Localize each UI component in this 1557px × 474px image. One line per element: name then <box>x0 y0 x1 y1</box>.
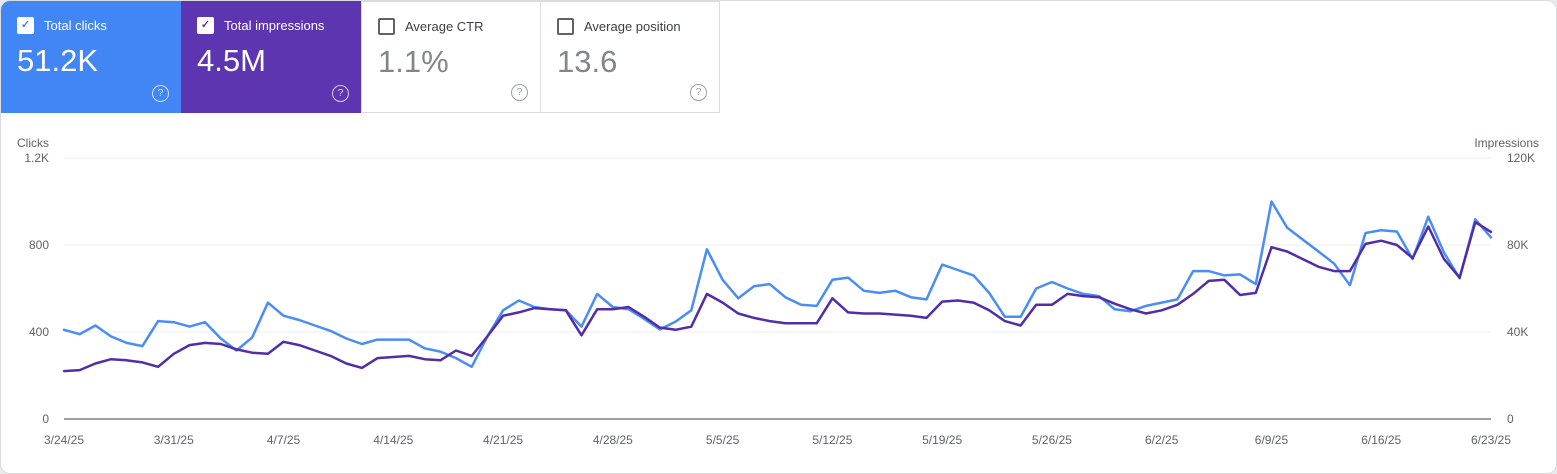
x-axis-date-label: 5/26/25 <box>1031 433 1072 447</box>
help-icon[interactable]: ? <box>152 85 169 102</box>
metric-value: 1.1% <box>378 44 449 79</box>
help-icon[interactable]: ? <box>511 84 528 101</box>
series-line-total-impressions[interactable] <box>62 220 1493 373</box>
metric-card-total-impressions[interactable]: Total impressions 4.5M ? <box>181 1 361 113</box>
x-axis-date-label: 4/21/25 <box>483 433 524 447</box>
right-axis-title: Impressions <box>1474 136 1539 150</box>
metric-card-average-position[interactable]: Average position 13.6 ? <box>540 1 720 113</box>
checkbox-total-clicks[interactable] <box>17 17 34 34</box>
checkbox-average-ctr[interactable] <box>378 18 395 35</box>
metric-value: 51.2K <box>17 43 99 78</box>
checkbox-average-position[interactable] <box>557 18 574 35</box>
help-icon[interactable]: ? <box>690 84 707 101</box>
x-axis-date-label: 4/7/25 <box>266 433 301 447</box>
y-axis-tick-right: 0 <box>1507 412 1514 426</box>
metric-label: Average position <box>584 19 681 34</box>
x-axis-date-label: 5/5/25 <box>705 433 740 447</box>
x-axis-date-label: 4/14/25 <box>373 433 414 447</box>
x-axis-date-label: 5/19/25 <box>922 433 963 447</box>
y-axis-tick-right: 40K <box>1507 325 1529 339</box>
metric-value: 4.5M <box>197 43 266 78</box>
x-axis-date-label: 6/2/25 <box>1145 433 1179 447</box>
left-axis-title: Clicks <box>17 136 49 150</box>
x-axis-date-label: 6/9/25 <box>1254 433 1289 447</box>
checkbox-total-impressions[interactable] <box>197 17 214 34</box>
x-axis-date-label: 3/24/25 <box>43 433 85 447</box>
x-axis-date-label: 6/16/25 <box>1361 433 1402 447</box>
series-line-total-clicks[interactable] <box>62 200 1493 369</box>
x-axis-date-label: 5/12/25 <box>812 433 853 447</box>
y-axis-tick-left: 0 <box>42 412 49 426</box>
x-axis-date-label: 4/28/25 <box>592 433 633 447</box>
metric-card-total-clicks[interactable]: Total clicks 51.2K ? <box>1 1 181 113</box>
y-axis-tick-left: 1.2K <box>24 151 49 165</box>
help-icon[interactable]: ? <box>332 85 349 102</box>
metric-label: Total clicks <box>44 18 107 33</box>
metric-cards: Total clicks 51.2K ? Total impressions 4… <box>1 1 1556 113</box>
y-axis-tick-right: 80K <box>1507 238 1529 252</box>
y-axis-tick-right: 120K <box>1507 151 1536 165</box>
metric-label: Average CTR <box>405 19 484 34</box>
y-axis-tick-left: 400 <box>28 325 49 339</box>
metric-card-average-ctr[interactable]: Average CTR 1.1% ? <box>361 1 541 113</box>
x-axis-date-label: 3/31/25 <box>153 433 194 447</box>
y-axis-tick-left: 800 <box>28 238 49 252</box>
x-axis-date-label: 6/23/25 <box>1470 433 1512 447</box>
metric-label: Total impressions <box>224 18 325 33</box>
metric-value: 13.6 <box>557 44 618 79</box>
